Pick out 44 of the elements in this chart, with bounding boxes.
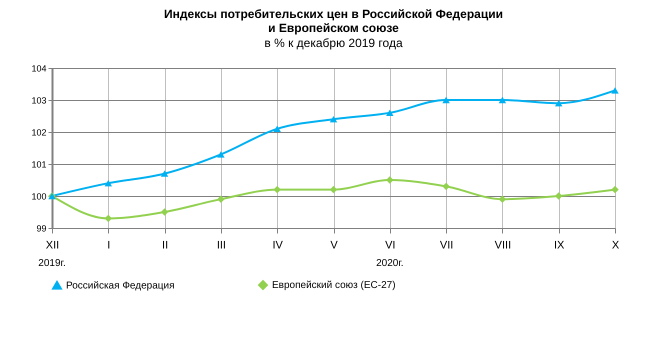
point xyxy=(273,186,281,194)
point xyxy=(217,151,225,158)
y-tick-label: 101 xyxy=(31,160,46,170)
legend-label: Европейский союз (ЕС-27) xyxy=(272,280,396,292)
x-tick-label: VII xyxy=(440,240,454,252)
point xyxy=(386,176,394,184)
x-tick-label: II xyxy=(162,240,168,252)
text: Индексы потребительских цен в Российской Федерации xyxy=(164,7,503,21)
point xyxy=(273,126,281,132)
x-tick-label: V xyxy=(330,240,338,252)
x-tick-label: IV xyxy=(272,240,284,252)
x-tick-label: III xyxy=(216,240,226,252)
text: и Европейском союзе xyxy=(268,21,399,35)
point xyxy=(104,180,112,186)
point xyxy=(498,96,506,104)
y-tick-label: 99 xyxy=(36,224,46,234)
point xyxy=(217,195,225,203)
chart-subtitle: в % к декабрю 2019 года xyxy=(264,36,403,50)
point xyxy=(554,192,562,200)
x-tick-label: X xyxy=(612,240,620,252)
point xyxy=(104,214,112,222)
point xyxy=(160,208,168,216)
x-tick-label: IX xyxy=(554,240,566,252)
x-tick-label: I xyxy=(107,240,110,252)
x-tick-label: VIII xyxy=(494,240,512,252)
y-tick-label: 100 xyxy=(31,192,46,202)
point xyxy=(386,110,394,116)
legend-label: Российская Федерация xyxy=(66,280,175,292)
point xyxy=(330,116,338,122)
point xyxy=(442,182,450,190)
x-tick-label: VI xyxy=(385,240,396,252)
y-tick-label: 103 xyxy=(31,96,46,106)
point xyxy=(442,96,450,104)
y-tick-label: 104 xyxy=(31,64,46,74)
point xyxy=(498,195,506,203)
y-tick-label: 102 xyxy=(31,128,46,138)
point xyxy=(554,100,562,106)
point xyxy=(330,186,338,194)
x-tick-label: XII xyxy=(46,240,60,252)
text: 2020г. xyxy=(376,258,404,269)
point xyxy=(160,170,168,177)
point xyxy=(611,186,619,194)
text: 2019г. xyxy=(38,258,66,269)
point xyxy=(611,87,619,94)
